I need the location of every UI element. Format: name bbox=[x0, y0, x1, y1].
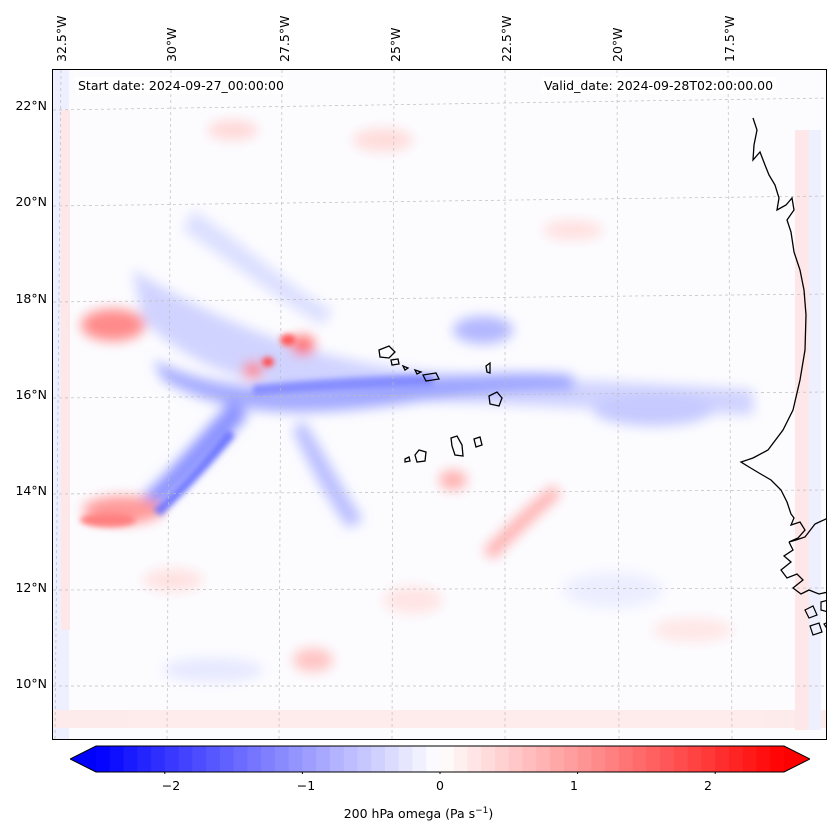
colorbar-level bbox=[508, 746, 524, 772]
colorbar-level bbox=[329, 746, 345, 772]
colorbar-level bbox=[577, 746, 592, 772]
colorbar-level bbox=[522, 746, 537, 772]
colorbar-level bbox=[261, 746, 276, 772]
colorbar-level bbox=[302, 746, 317, 772]
colorbar-level bbox=[660, 746, 675, 772]
lon-label-20w: 20°W bbox=[610, 27, 625, 62]
colorbar-level bbox=[550, 746, 565, 772]
colorbar-level bbox=[728, 746, 744, 772]
boundary-relaxation-zone bbox=[53, 70, 826, 739]
colorbar-level bbox=[618, 746, 634, 772]
colorbar-level bbox=[742, 746, 758, 772]
start-date-label: Start date: 2024-09-27_00:00:00 bbox=[75, 77, 287, 94]
colorbar-level bbox=[384, 746, 400, 772]
colorbar-level bbox=[233, 746, 248, 772]
colorbar-extend-min bbox=[70, 746, 96, 772]
colorbar-level bbox=[357, 746, 372, 772]
omega-map-panel bbox=[52, 69, 827, 740]
colorbar-extend-max bbox=[784, 746, 810, 772]
colorbar-tick-label: 0 bbox=[436, 778, 444, 793]
omega-field-detail bbox=[80, 334, 433, 527]
omega-field-map bbox=[53, 70, 826, 739]
colorbar-level bbox=[219, 746, 235, 772]
colorbar-level bbox=[192, 746, 207, 772]
lon-label-17-5w: 17.5°W bbox=[722, 15, 737, 62]
colorbar-level bbox=[247, 746, 262, 772]
colorbar-level bbox=[687, 746, 703, 772]
colorbar-tick-label: −2 bbox=[161, 778, 181, 793]
colorbar-level bbox=[673, 746, 689, 772]
colorbar-level bbox=[412, 746, 427, 772]
colorbar-tick-label: −1 bbox=[296, 778, 316, 793]
colorbar-level bbox=[151, 746, 166, 772]
colorbar-level bbox=[563, 746, 579, 772]
colorbar-level bbox=[605, 746, 620, 772]
colorbar-level bbox=[701, 746, 716, 772]
colorbar-level bbox=[632, 746, 647, 772]
colorbar-level bbox=[756, 746, 771, 772]
colorbar-level bbox=[495, 746, 510, 772]
colorbar-level bbox=[770, 746, 785, 772]
africa-coastline-south bbox=[780, 541, 826, 595]
colorbar-units-close: ) bbox=[488, 806, 494, 822]
colorbar-level bbox=[440, 746, 455, 772]
lat-label-16n: 16°N bbox=[15, 387, 47, 402]
lat-label-14n: 14°N bbox=[15, 483, 47, 498]
lat-label-12n: 12°N bbox=[15, 580, 47, 595]
colorbar-level bbox=[646, 746, 661, 772]
colorbar-gradient bbox=[68, 745, 812, 776]
lon-label-25w: 25°W bbox=[388, 27, 403, 62]
colorbar-level bbox=[453, 746, 469, 772]
colorbar-level bbox=[467, 746, 482, 772]
colorbar-level bbox=[316, 746, 331, 772]
africa-coastline bbox=[739, 117, 826, 543]
valid-date-label: Valid_date: 2024-09-28T02:00:00.00 bbox=[541, 77, 777, 94]
bissagos-islands bbox=[804, 599, 826, 636]
lon-label-32-5w: 32.5°W bbox=[54, 15, 69, 62]
lon-label-27-5w: 27.5°W bbox=[277, 15, 292, 62]
lat-label-18n: 18°N bbox=[15, 291, 47, 306]
lon-label-22-5w: 22.5°W bbox=[499, 15, 514, 62]
colorbar-tick-label: 2 bbox=[704, 778, 712, 793]
colorbar-level bbox=[398, 746, 414, 772]
colorbar-level bbox=[426, 746, 441, 772]
colorbar-level bbox=[715, 746, 730, 772]
colorbar-level bbox=[371, 746, 386, 772]
colorbar-level bbox=[206, 746, 221, 772]
lat-label-20n: 20°N bbox=[15, 194, 47, 209]
colorbar-level bbox=[591, 746, 606, 772]
colorbar-level bbox=[288, 746, 303, 772]
omega-field-shading bbox=[81, 120, 753, 682]
colorbar-level bbox=[137, 746, 152, 772]
colorbar-level bbox=[178, 746, 193, 772]
colorbar bbox=[68, 744, 812, 778]
colorbar-tick-label: 1 bbox=[570, 778, 578, 793]
colorbar-level bbox=[343, 746, 359, 772]
colorbar-level bbox=[164, 746, 180, 772]
cabo-verde-islands bbox=[378, 345, 503, 463]
colorbar-units: 200 hPa omega (Pa s bbox=[343, 806, 476, 822]
colorbar-units-exponent: −1 bbox=[475, 806, 489, 816]
colorbar-level bbox=[109, 746, 125, 772]
lon-label-30w: 30°W bbox=[164, 27, 179, 62]
lat-label-22n: 22°N bbox=[15, 98, 47, 113]
colorbar-level bbox=[536, 746, 551, 772]
lat-label-10n: 10°N bbox=[15, 676, 47, 691]
colorbar-level bbox=[274, 746, 290, 772]
colorbar-outline bbox=[68, 745, 812, 773]
graticule bbox=[53, 70, 826, 739]
colorbar-title: 200 hPa omega (Pa s−1) bbox=[0, 806, 837, 821]
colorbar-level bbox=[96, 746, 111, 772]
colorbar-level bbox=[123, 746, 138, 772]
colorbar-level bbox=[481, 746, 496, 772]
